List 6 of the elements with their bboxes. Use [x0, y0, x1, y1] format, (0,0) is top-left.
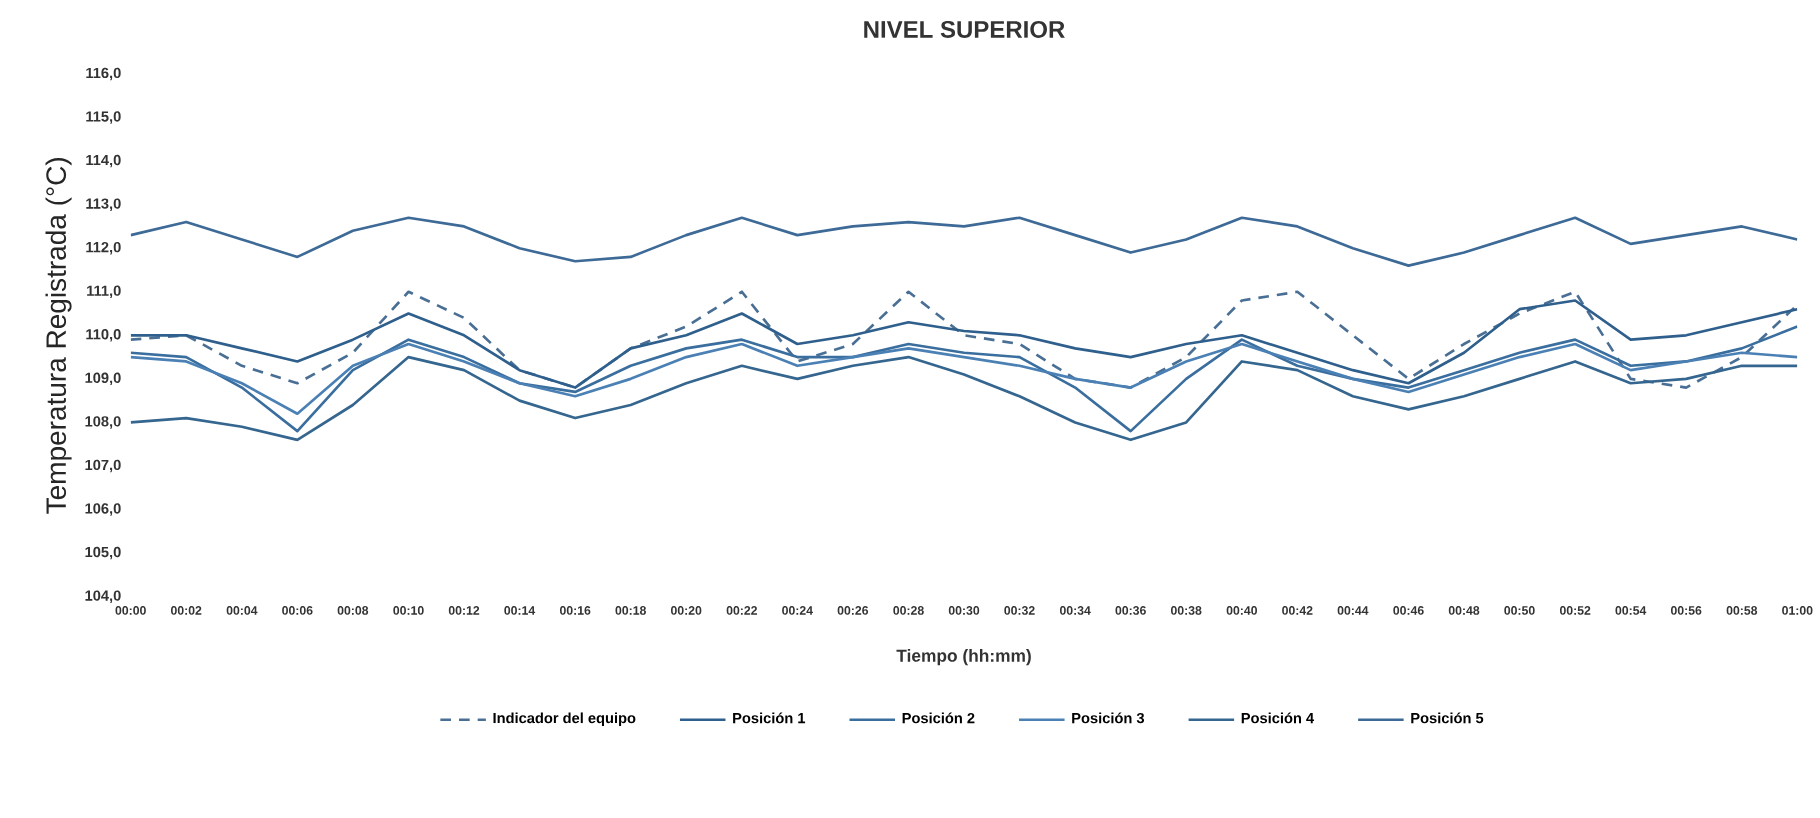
y-axis-title: Temperatura Registrada (°C) — [45, 158, 72, 514]
line-series — [130, 325, 1798, 433]
line-series — [130, 216, 1798, 267]
chart-title: NIVEL SUPERIOR — [864, 20, 1065, 38]
x-axis-title: Tiempo (hh:mm) — [896, 649, 1031, 666]
line-series — [130, 355, 1798, 442]
